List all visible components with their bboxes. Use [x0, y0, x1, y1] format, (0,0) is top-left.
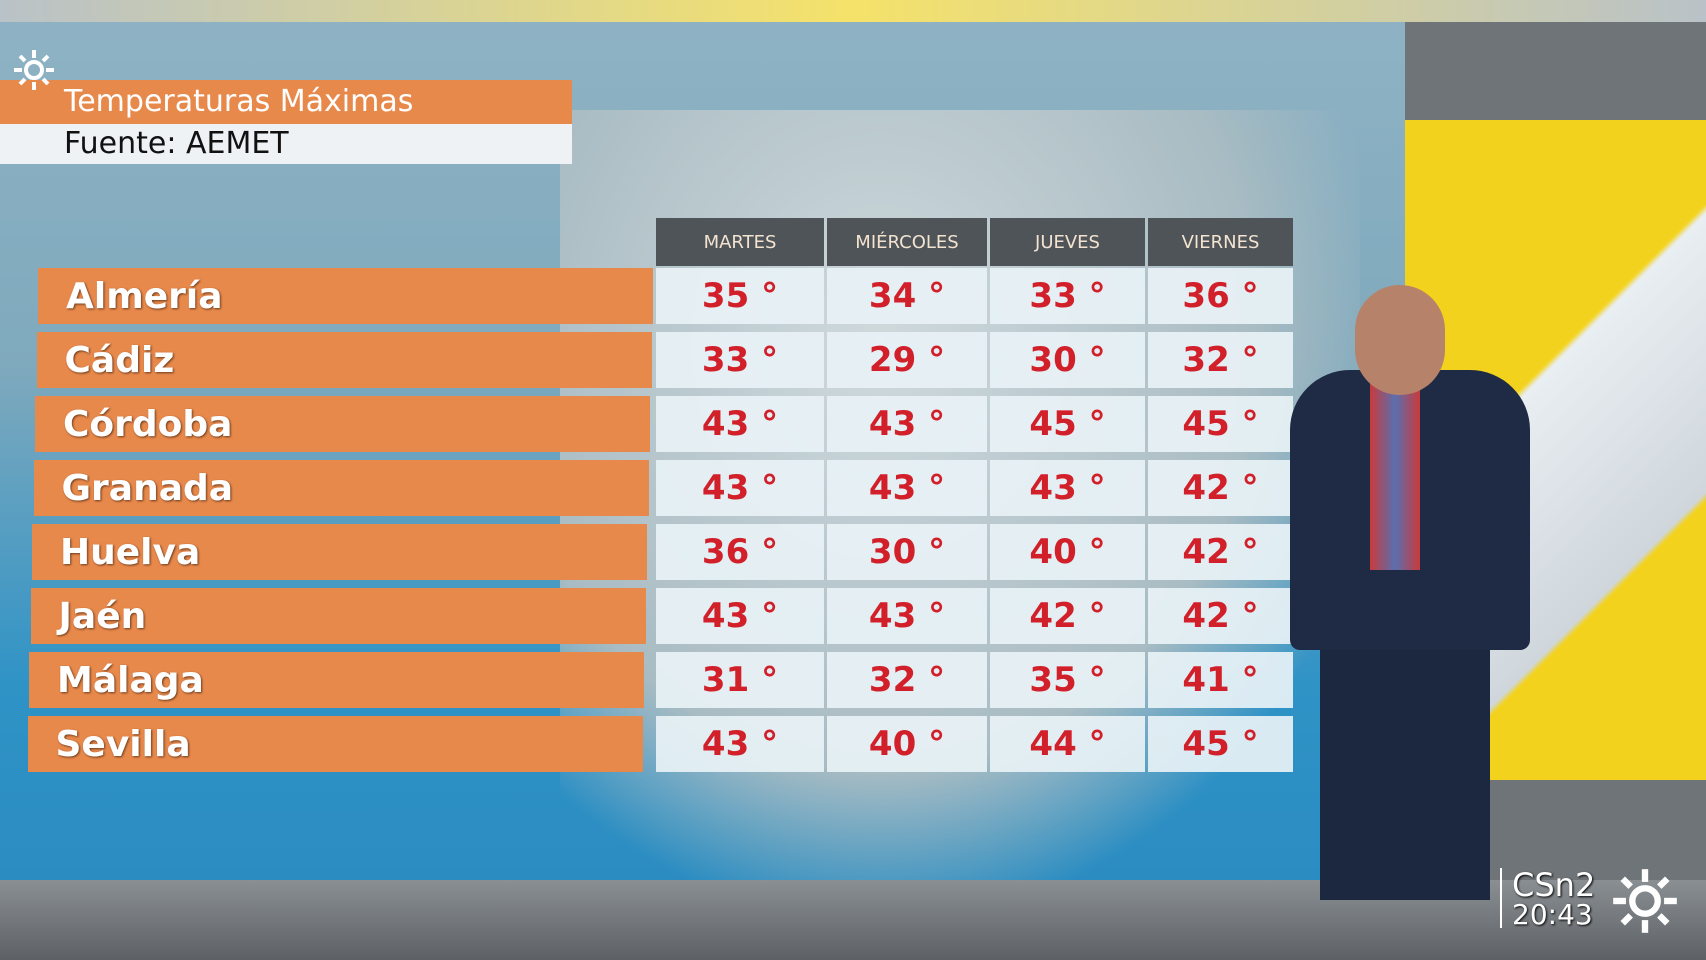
temperature-cell: 30 °	[827, 524, 987, 580]
city-label: Málaga	[29, 652, 644, 708]
temperature-cell: 42 °	[1148, 588, 1293, 644]
temperature-cell: 45 °	[1148, 716, 1293, 772]
temperature-cell: 34 °	[827, 268, 987, 324]
temperature-cell: 36 °	[1148, 268, 1293, 324]
studio-ceiling	[0, 0, 1706, 22]
logo-icon	[14, 50, 54, 90]
temperature-cell: 40 °	[990, 524, 1145, 580]
temperature-cell: 40 °	[827, 716, 987, 772]
temperature-cell: 42 °	[1148, 460, 1293, 516]
temperature-cell: 43 °	[990, 460, 1145, 516]
temperature-cell: 35 °	[656, 268, 824, 324]
city-label: Almería	[38, 268, 653, 324]
temperature-cell: 43 °	[827, 588, 987, 644]
temperature-cell: 36 °	[656, 524, 824, 580]
temperature-cell: 35 °	[990, 652, 1145, 708]
source: Fuente: AEMET	[0, 124, 572, 164]
presenter	[1320, 640, 1490, 900]
temperature-cell: 33 °	[990, 268, 1145, 324]
temperature-cell: 45 °	[990, 396, 1145, 452]
temperature-cell: 41 °	[1148, 652, 1293, 708]
temperature-cell: 32 °	[827, 652, 987, 708]
temperature-cell: 31 °	[656, 652, 824, 708]
temperature-cell: 43 °	[827, 460, 987, 516]
temperature-cell: 43 °	[827, 396, 987, 452]
temperature-cell: 43 °	[656, 396, 824, 452]
temperature-cell: 42 °	[1148, 524, 1293, 580]
divider	[1500, 868, 1502, 928]
channel-logo	[1613, 869, 1677, 933]
city-label: Granada	[33, 460, 649, 516]
city-label: Córdoba	[35, 396, 650, 452]
temperature-cell: 43 °	[656, 460, 824, 516]
column-header: JUEVES	[990, 218, 1145, 266]
temperature-cell: 43 °	[656, 588, 824, 644]
temperature-cell: 33 °	[656, 332, 824, 388]
presenter	[1355, 285, 1445, 395]
city-label: Sevilla	[27, 716, 643, 772]
temperature-cell: 32 °	[1148, 332, 1293, 388]
column-header: MARTES	[656, 218, 824, 266]
city-label: Huelva	[32, 524, 647, 580]
column-header: VIERNES	[1148, 218, 1293, 266]
temperature-cell: 30 °	[990, 332, 1145, 388]
city-label: Cádiz	[36, 332, 652, 388]
presenter	[1370, 375, 1420, 570]
city-label: Jaén	[30, 588, 646, 644]
title: Temperaturas Máximas	[0, 80, 572, 124]
time: 20:43	[1512, 898, 1593, 931]
column-header: MIÉRCOLES	[827, 218, 987, 266]
channel: CSn2	[1512, 866, 1596, 904]
temperature-cell: 43 °	[656, 716, 824, 772]
temperature-cell: 45 °	[1148, 396, 1293, 452]
temperature-cell: 29 °	[827, 332, 987, 388]
temperature-cell: 44 °	[990, 716, 1145, 772]
temperature-cell: 42 °	[990, 588, 1145, 644]
